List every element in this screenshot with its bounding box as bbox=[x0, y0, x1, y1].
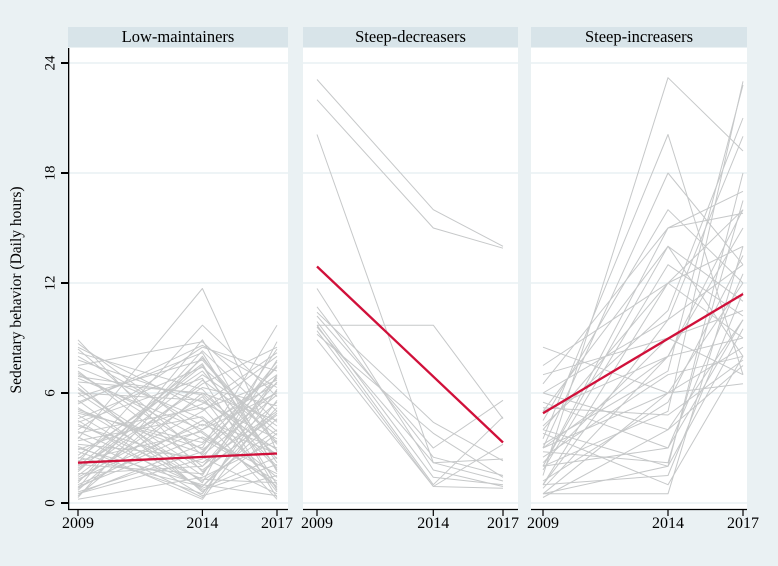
trajectory-line bbox=[316, 324, 504, 486]
x-tick-label: 2014 bbox=[417, 515, 450, 532]
trajectory-line bbox=[77, 389, 278, 495]
panel-title: Steep-decreasers bbox=[355, 27, 466, 46]
trajectory-line bbox=[542, 209, 744, 421]
trajectory-line bbox=[542, 292, 744, 486]
trajectory-line bbox=[77, 363, 278, 491]
trajectory-line bbox=[77, 436, 278, 487]
trajectory-line bbox=[77, 346, 278, 476]
trajectory-line bbox=[542, 383, 744, 495]
trajectory-line bbox=[77, 440, 278, 500]
trajectory-line bbox=[77, 392, 278, 486]
x-tick-label: 2009 bbox=[527, 515, 559, 532]
y-tick-mark bbox=[61, 502, 68, 504]
x-tick-label: 2014 bbox=[652, 515, 684, 532]
plot-area-steep-decreasers bbox=[303, 48, 518, 516]
trajectory-line bbox=[77, 346, 278, 431]
trajectory-line bbox=[542, 245, 744, 467]
trajectory-line bbox=[77, 418, 278, 487]
trajectory-line bbox=[542, 356, 744, 486]
trajectory-line bbox=[77, 359, 278, 440]
trajectory-line bbox=[77, 341, 278, 484]
x-tick-label: 2009 bbox=[301, 515, 333, 532]
trajectory-line bbox=[77, 339, 278, 489]
trajectory-line bbox=[542, 77, 744, 476]
trajectory-line bbox=[77, 423, 278, 484]
trajectory-line bbox=[77, 374, 278, 498]
x-tick-label: 2017 bbox=[487, 515, 519, 532]
trajectory-line bbox=[77, 379, 278, 491]
x-tick-label: 2017 bbox=[727, 515, 759, 532]
trajectory-line bbox=[316, 311, 504, 462]
trajectory-line bbox=[316, 321, 504, 486]
x-tick-label: 2017 bbox=[261, 515, 293, 532]
trend-line bbox=[542, 293, 744, 415]
trajectory-line bbox=[77, 399, 278, 500]
y-tick-mark bbox=[61, 392, 68, 394]
trajectory-line bbox=[542, 84, 744, 445]
trajectory-line bbox=[316, 326, 504, 464]
panel-title: Low-maintainers bbox=[121, 27, 235, 46]
trajectory-line bbox=[542, 264, 744, 394]
trajectory-line bbox=[316, 306, 504, 476]
trajectory-line bbox=[542, 328, 744, 467]
trajectory-line bbox=[542, 81, 744, 467]
trajectory-line bbox=[316, 315, 504, 449]
plot-area-low-maintainers bbox=[68, 48, 288, 516]
y-axis-title-text: Sedentary behavior (Daily hours) bbox=[8, 186, 25, 394]
trajectory-line bbox=[316, 333, 504, 478]
trajectory-line bbox=[77, 365, 278, 493]
trajectory-line bbox=[316, 99, 504, 249]
trajectory-line bbox=[542, 227, 744, 489]
trajectory-line bbox=[542, 319, 744, 431]
x-tick-label: 2014 bbox=[186, 515, 219, 532]
trajectory-line bbox=[542, 359, 744, 416]
trajectory-line bbox=[542, 264, 744, 471]
trajectory-line bbox=[542, 273, 744, 449]
y-tick-mark bbox=[61, 282, 68, 284]
trajectory-line bbox=[77, 374, 278, 482]
trajectory-line bbox=[542, 255, 744, 482]
trajectory-lines bbox=[77, 288, 278, 500]
trend-line bbox=[77, 452, 278, 464]
panel-header-low-maintainers: Low-maintainers bbox=[68, 27, 288, 47]
y-tick-mark bbox=[61, 172, 68, 174]
trajectory-line bbox=[77, 366, 278, 432]
trajectory-line bbox=[77, 431, 278, 487]
x-tick-label: 2009 bbox=[62, 515, 94, 532]
trajectory-line bbox=[77, 416, 278, 478]
trajectory-line bbox=[77, 377, 278, 495]
trajectory-line bbox=[77, 348, 278, 495]
trajectory-line bbox=[77, 355, 278, 478]
trajectory-lines bbox=[316, 79, 504, 489]
trajectory-line bbox=[316, 79, 504, 247]
panel-header-steep-decreasers: Steep-decreasers bbox=[303, 27, 518, 47]
trajectory-line bbox=[77, 346, 278, 410]
trajectory-line bbox=[77, 381, 278, 456]
trajectory-line bbox=[77, 376, 278, 475]
y-tick-mark bbox=[61, 62, 68, 64]
trajectory-line bbox=[77, 324, 278, 449]
trajectory-line bbox=[77, 420, 278, 497]
trajectory-line bbox=[77, 387, 278, 469]
trend-line bbox=[316, 265, 504, 444]
trajectory-line bbox=[542, 209, 744, 366]
panel-title: Steep-increasers bbox=[584, 27, 694, 46]
trajectory-line bbox=[543, 246, 744, 495]
panel-header-steep-increasers: Steep-increasers bbox=[531, 27, 747, 47]
trajectory-line bbox=[77, 407, 278, 482]
trajectory-line bbox=[77, 357, 278, 473]
trajectory-line bbox=[317, 324, 504, 419]
trajectory-line bbox=[316, 339, 504, 487]
trajectory-line bbox=[542, 200, 744, 464]
trajectory-line bbox=[542, 190, 744, 385]
trajectory-line bbox=[77, 376, 278, 469]
trajectory-line bbox=[77, 361, 278, 454]
plot-area-steep-increasers bbox=[531, 48, 747, 516]
trajectory-line bbox=[77, 366, 278, 500]
trajectory-line bbox=[542, 134, 744, 439]
